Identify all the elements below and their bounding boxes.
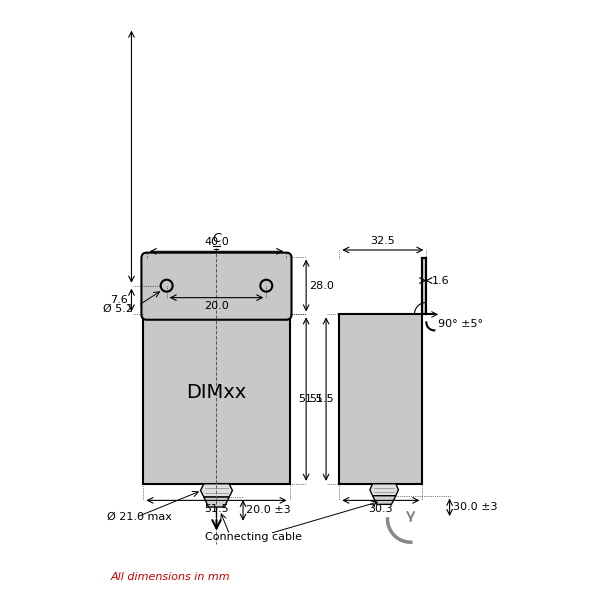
Text: 51.5: 51.5 — [298, 394, 323, 404]
Polygon shape — [204, 497, 229, 507]
Text: 51.5: 51.5 — [204, 503, 229, 514]
Text: 30.3: 30.3 — [368, 503, 393, 514]
Text: DIMxx: DIMxx — [186, 383, 247, 402]
Text: C: C — [212, 232, 221, 245]
Bar — [422, 258, 426, 314]
Text: 1.6: 1.6 — [432, 275, 450, 286]
Polygon shape — [373, 496, 396, 505]
Text: 20.0: 20.0 — [204, 301, 229, 311]
Text: 20.0 ±3: 20.0 ±3 — [247, 505, 291, 515]
Text: Ø 5.2: Ø 5.2 — [103, 304, 134, 314]
Text: 90° ±5°: 90° ±5° — [438, 319, 484, 329]
Text: 28.0: 28.0 — [309, 281, 334, 290]
Text: Ø 21.0 max: Ø 21.0 max — [107, 512, 172, 522]
Text: 32.5: 32.5 — [371, 236, 395, 246]
Text: All dimensions in mm: All dimensions in mm — [110, 572, 230, 582]
Bar — [143, 314, 290, 484]
FancyBboxPatch shape — [141, 253, 291, 320]
Text: 7.6: 7.6 — [110, 295, 128, 305]
Bar — [339, 314, 422, 484]
Polygon shape — [370, 484, 398, 496]
Polygon shape — [201, 484, 232, 497]
Bar — [422, 258, 426, 314]
Text: 40.0: 40.0 — [204, 238, 229, 247]
Text: 30.0 ±3: 30.0 ±3 — [453, 502, 497, 512]
Text: 51.5: 51.5 — [309, 394, 334, 404]
Text: Connecting cable: Connecting cable — [205, 532, 301, 542]
